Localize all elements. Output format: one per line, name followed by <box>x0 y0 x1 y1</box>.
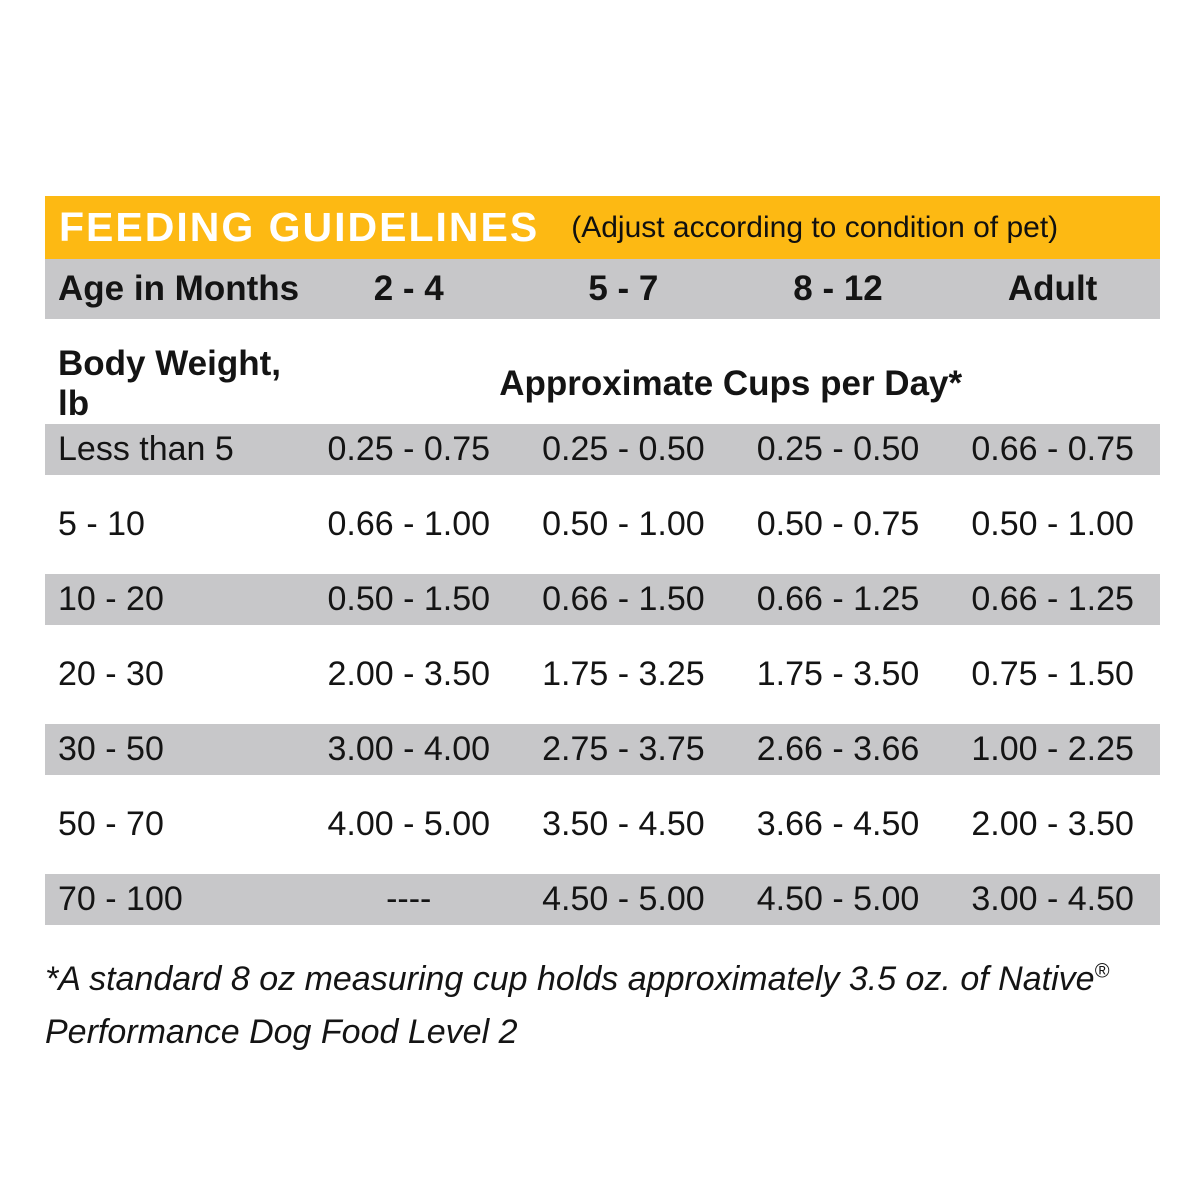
cups-cell: 2.00 - 3.50 <box>971 805 1134 843</box>
footnote-line2: Performance Dog Food Level 2 <box>45 1012 518 1051</box>
cups-cell: 0.66 - 1.00 <box>327 505 491 543</box>
weight-cell: 50 - 70 <box>58 805 164 843</box>
column-header-adult: Adult <box>1007 269 1098 308</box>
cups-cell: 1.75 - 3.25 <box>542 655 705 693</box>
cups-cell: 0.25 - 0.75 <box>327 430 491 468</box>
cups-cell: 4.50 - 5.00 <box>542 880 705 918</box>
cups-cell: 3.00 - 4.00 <box>327 730 491 768</box>
feeding-table-body: Less than 5 0.25 - 0.75 0.25 - 0.50 0.25… <box>45 424 1160 925</box>
cups-cell: 2.75 - 3.75 <box>542 730 705 768</box>
age-in-months-label: Age in Months <box>58 269 300 308</box>
title-bar: FEEDING GUIDELINES (Adjust according to … <box>45 196 1160 259</box>
cups-per-day-label: Approximate Cups per Day* <box>499 364 963 403</box>
cups-cell: 3.50 - 4.50 <box>542 805 705 843</box>
cups-cell: 0.66 - 1.25 <box>756 580 920 618</box>
cups-cell: 0.66 - 1.25 <box>971 580 1134 618</box>
cups-cell: ---- <box>386 880 432 918</box>
cups-cell: 0.50 - 1.00 <box>971 505 1134 543</box>
weight-cell: 30 - 50 <box>58 730 164 768</box>
weight-cell: 10 - 20 <box>58 580 164 618</box>
cups-cell: 0.50 - 1.00 <box>542 505 705 543</box>
registered-trademark-symbol: ® <box>1094 960 1110 983</box>
footnote: *A standard 8 oz measuring cup holds app… <box>45 953 1160 1058</box>
cups-cell: 3.00 - 4.50 <box>971 880 1134 918</box>
weight-cell: 70 - 100 <box>58 880 183 918</box>
cups-cell: 0.50 - 1.50 <box>327 580 491 618</box>
cups-cell: 1.75 - 3.50 <box>756 655 920 693</box>
column-header-8-12: 8 - 12 <box>793 269 883 308</box>
panel-title: FEEDING GUIDELINES <box>59 204 540 250</box>
panel-subtitle: (Adjust according to condition of pet) <box>571 210 1059 244</box>
cups-cell: 0.75 - 1.50 <box>971 655 1134 693</box>
weight-cell: Less than 5 <box>58 430 234 468</box>
cups-cell: 1.00 - 2.25 <box>971 730 1134 768</box>
table-row: Less than 5 0.25 - 0.75 0.25 - 0.50 0.25… <box>45 424 1160 475</box>
cups-cell: 4.00 - 5.00 <box>327 805 491 843</box>
weight-cell: 5 - 10 <box>58 505 145 543</box>
table-row: 30 - 50 3.00 - 4.00 2.75 - 3.75 2.66 - 3… <box>45 724 1160 775</box>
column-header-2-4: 2 - 4 <box>373 269 444 308</box>
table-row: 5 - 10 0.66 - 1.00 0.50 - 1.00 0.50 - 0.… <box>45 499 1160 550</box>
cups-cell: 4.50 - 5.00 <box>756 880 920 918</box>
footnote-line1: *A standard 8 oz measuring cup holds app… <box>45 960 1095 998</box>
cups-cell: 2.00 - 3.50 <box>327 655 491 693</box>
cups-cell: 0.66 - 0.75 <box>971 430 1134 468</box>
cups-cell: 0.25 - 0.50 <box>542 430 705 468</box>
table-row: 10 - 20 0.50 - 1.50 0.66 - 1.50 0.66 - 1… <box>45 574 1160 625</box>
age-header-row: Age in Months 2 - 4 5 - 7 8 - 12 Adult <box>45 259 1160 319</box>
cups-cell: 3.66 - 4.50 <box>756 805 920 843</box>
table-row: 70 - 100 ---- 4.50 - 5.00 4.50 - 5.00 3.… <box>45 874 1160 925</box>
weight-cell: 20 - 30 <box>58 655 164 693</box>
table-row: 50 - 70 4.00 - 5.00 3.50 - 4.50 3.66 - 4… <box>45 799 1160 850</box>
cups-cell: 0.25 - 0.50 <box>756 430 920 468</box>
cups-cell: 0.50 - 0.75 <box>756 505 920 543</box>
body-weight-label: Body Weight, lb <box>58 344 281 423</box>
table-row: 20 - 30 2.00 - 3.50 1.75 - 3.25 1.75 - 3… <box>45 649 1160 700</box>
column-header-5-7: 5 - 7 <box>588 269 659 308</box>
cups-cell: 0.66 - 1.50 <box>542 580 705 618</box>
cups-cell: 2.66 - 3.66 <box>756 730 920 768</box>
subheader-row: Body Weight, lb Approximate Cups per Day… <box>45 344 1160 423</box>
feeding-guidelines-panel: FEEDING GUIDELINES (Adjust according to … <box>45 196 1160 1058</box>
